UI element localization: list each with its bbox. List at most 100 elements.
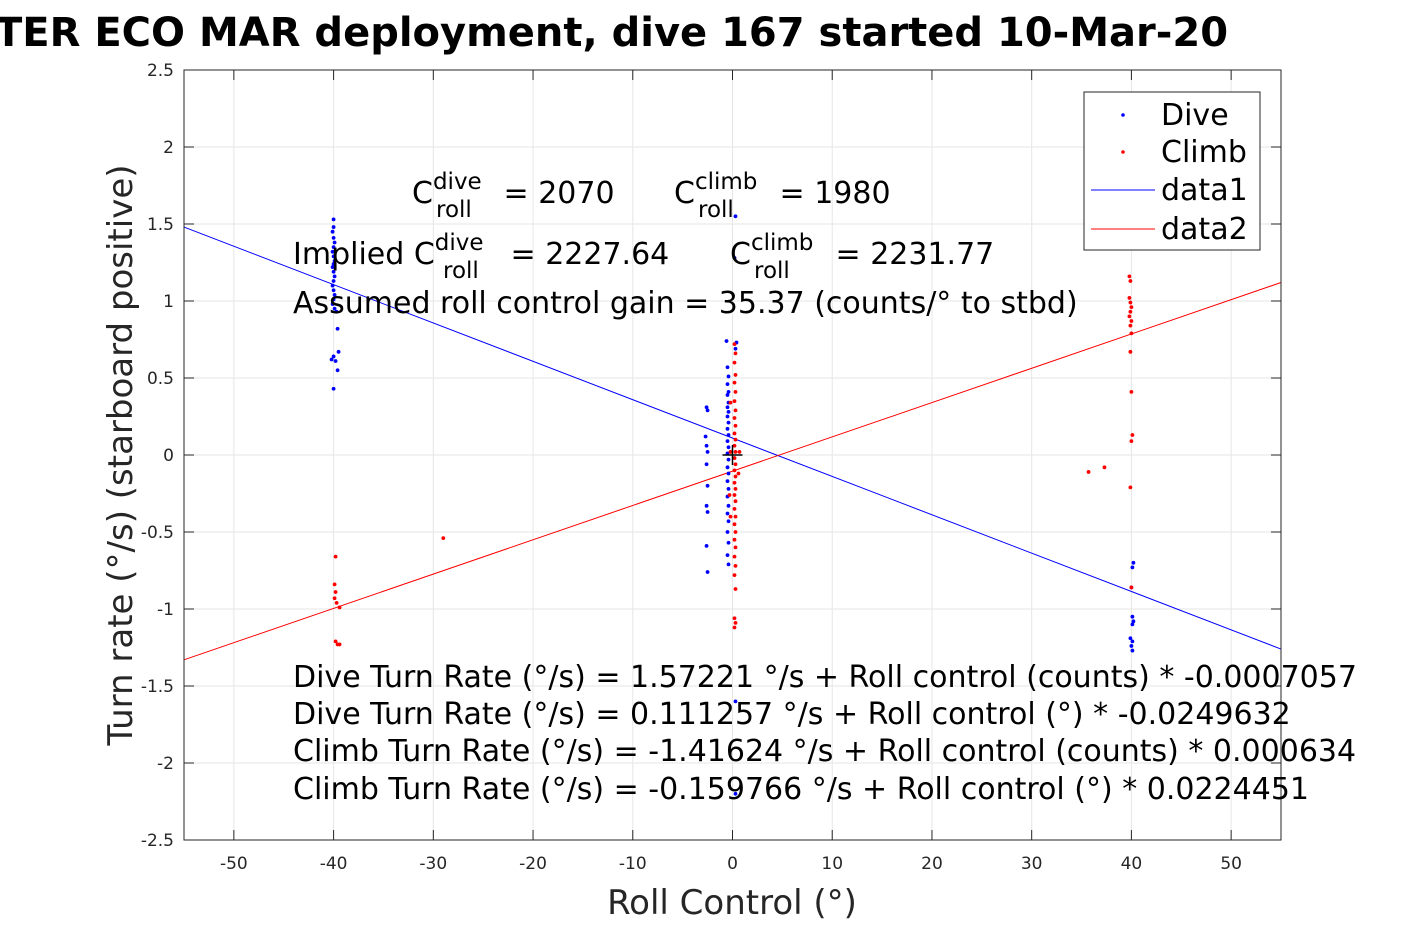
- climb-point: [332, 596, 337, 601]
- x-tick-label: 30: [1021, 854, 1043, 874]
- climb-point: [1128, 279, 1133, 283]
- dive-point: [704, 503, 709, 508]
- dive-point: [733, 791, 738, 796]
- climb-point: [1129, 439, 1134, 444]
- climb-point: [727, 493, 732, 497]
- climb-point: [733, 450, 738, 454]
- dive-point: [726, 420, 731, 425]
- dive-point: [726, 540, 731, 545]
- dive-point: [726, 471, 731, 476]
- dive-point: [726, 445, 731, 450]
- fit-lines: [183, 226, 1282, 661]
- climb-point: [333, 554, 338, 559]
- climb-point: [1127, 314, 1132, 319]
- climb-point: [732, 522, 737, 527]
- climb-point: [732, 507, 737, 511]
- climb-point: [733, 620, 738, 625]
- dive-point: [725, 465, 730, 470]
- legend-data1-label: data1: [1161, 173, 1248, 208]
- y-axis-label: Turn rate (°/s) (starboard positive): [101, 164, 141, 746]
- climb-point: [732, 625, 737, 630]
- climb-point: [332, 582, 337, 587]
- dive-point: [725, 479, 730, 484]
- climb-point: [733, 462, 738, 467]
- x-tick-label: 20: [921, 854, 943, 874]
- climb-point: [733, 587, 738, 591]
- legend-box: [1083, 91, 1261, 251]
- climb-point: [733, 563, 738, 568]
- climb-point: [732, 573, 737, 578]
- dive-point: [332, 259, 337, 263]
- climb-point: [1130, 433, 1135, 437]
- dive-point: [329, 357, 334, 362]
- y-tick-label: 2: [163, 138, 174, 158]
- climb-point: [1128, 485, 1133, 490]
- dive-point: [704, 462, 709, 467]
- y-tick-label: 0: [163, 446, 174, 466]
- climb-point: [732, 342, 737, 347]
- dive-point: [332, 292, 337, 297]
- implied-climb-annotation: Cclimb roll = 2231.77: [730, 230, 994, 284]
- dive-point: [331, 225, 336, 229]
- dive-point: [331, 245, 336, 250]
- climb-point: [333, 639, 338, 644]
- climb-point: [337, 605, 342, 610]
- dive-point: [725, 439, 730, 444]
- dive-point: [726, 457, 731, 462]
- dive-point: [331, 279, 336, 283]
- dive-point: [332, 306, 337, 311]
- dive-point: [725, 530, 730, 534]
- climb-point: [1128, 349, 1133, 354]
- equation-4: Climb Turn Rate (°/s) = -0.159766 °/s + …: [293, 772, 1309, 807]
- dive-point: [733, 214, 738, 219]
- dive-point: [725, 511, 730, 516]
- y-tick-label: -2.5: [141, 831, 174, 851]
- climb-point: [732, 493, 737, 497]
- y-tick-label: 1.5: [147, 215, 174, 235]
- dive-point: [704, 543, 709, 548]
- climb-point: [1129, 331, 1134, 336]
- dive-point: [725, 365, 730, 370]
- dive-point: [331, 288, 336, 293]
- fit-line-data2: [183, 282, 1282, 661]
- dive-point: [332, 274, 337, 279]
- legend: Dive Climb data1 data2: [1083, 91, 1261, 251]
- climb-point: [737, 450, 742, 454]
- climb-point: [732, 399, 737, 403]
- dive-point: [726, 433, 731, 437]
- climb-point: [728, 450, 733, 454]
- climb-point: [732, 537, 737, 542]
- plot-frame: [183, 69, 1282, 841]
- chart-title: TER ECO MAR deployment, dive 167 started…: [0, 10, 1228, 56]
- dive-point: [332, 240, 337, 245]
- dive-point: [705, 570, 710, 574]
- climb-point: [1128, 300, 1133, 305]
- climb-point: [728, 514, 733, 519]
- climb-point: [1128, 323, 1133, 328]
- climb-point: [334, 600, 339, 605]
- climb-point: [732, 380, 737, 385]
- dive-point: [1129, 644, 1134, 648]
- dive-point: [331, 297, 336, 302]
- dive-point: [725, 553, 730, 557]
- dive-point: [331, 354, 336, 359]
- dive-point: [331, 217, 336, 222]
- dive-point: [726, 409, 731, 414]
- dive-point: [330, 283, 335, 288]
- climb-point: [733, 514, 738, 519]
- climb-point: [333, 590, 338, 594]
- scatter-points: [329, 214, 1136, 796]
- dive-point: [725, 393, 730, 397]
- climb-point: [1129, 319, 1134, 323]
- dive-point: [330, 229, 335, 234]
- x-tick-label: -50: [220, 854, 248, 874]
- climb-point: [733, 499, 738, 504]
- climb-point: [733, 545, 738, 550]
- dive-point: [725, 426, 730, 431]
- dive-point: [331, 235, 336, 240]
- dive-point: [725, 405, 730, 410]
- origin-marker: [722, 445, 743, 465]
- x-tick-label: 50: [1220, 854, 1242, 874]
- dive-point: [1128, 636, 1133, 641]
